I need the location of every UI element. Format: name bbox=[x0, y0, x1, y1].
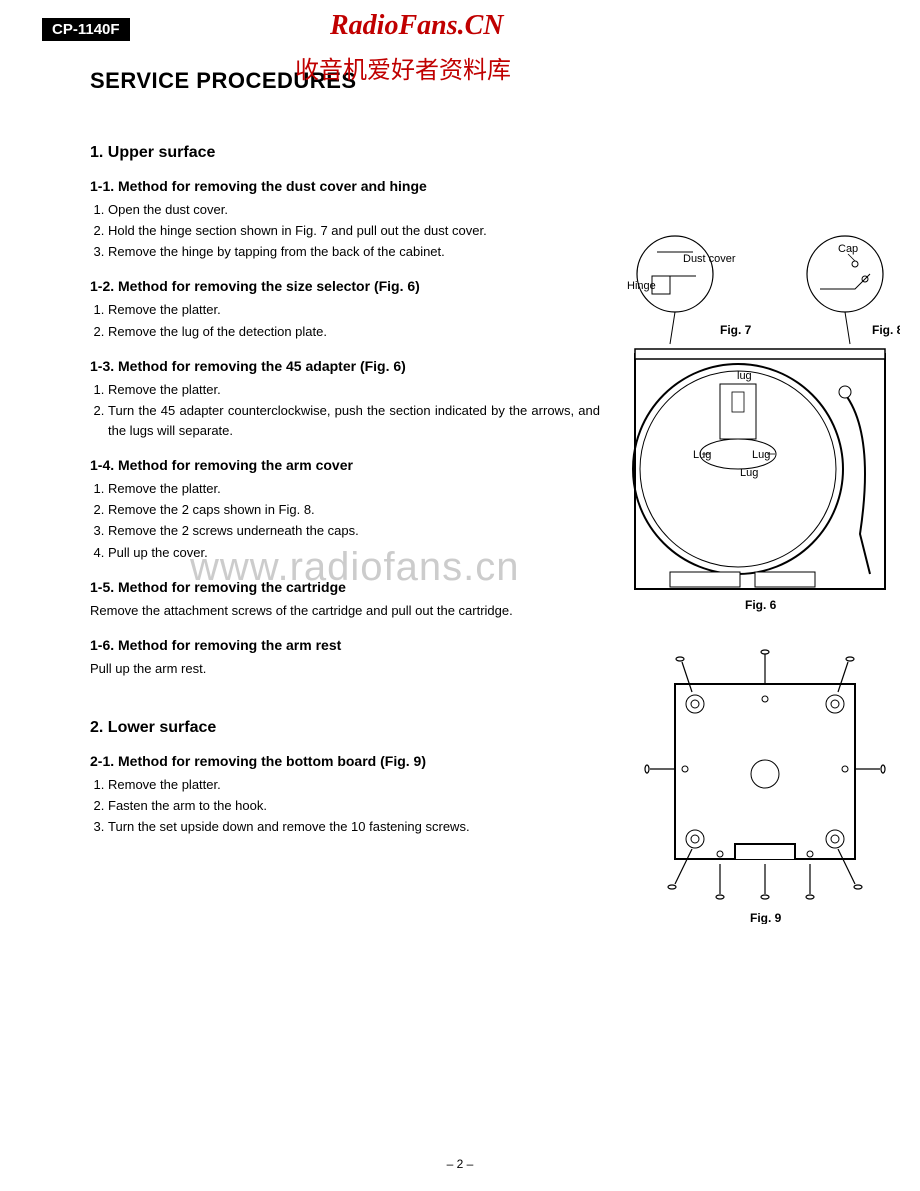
section-1-4-title: 1-4. Method for removing the arm cover bbox=[90, 457, 600, 473]
section-1-2-title: 1-2. Method for removing the size select… bbox=[90, 278, 600, 294]
step: Remove the platter. bbox=[108, 479, 600, 499]
step: Pull up the cover. bbox=[108, 543, 600, 563]
lug-label-l: Lug bbox=[693, 449, 711, 461]
step: Remove the 2 caps shown in Fig. 8. bbox=[108, 500, 600, 520]
step: Remove the hinge by tapping from the bac… bbox=[108, 242, 600, 262]
section-2-1-title: 2-1. Method for removing the bottom boar… bbox=[90, 753, 600, 769]
step: Hold the hinge section shown in Fig. 7 a… bbox=[108, 221, 600, 241]
step: Remove the platter. bbox=[108, 300, 600, 320]
page-number: – 2 – bbox=[0, 1157, 920, 1171]
section-2-title: 2. Lower surface bbox=[90, 719, 600, 737]
watermark-site: RadioFans.CN bbox=[330, 10, 504, 42]
fig7-label: Fig. 7 bbox=[720, 323, 752, 337]
section-1-1-steps: Open the dust cover. Hold the hinge sect… bbox=[90, 200, 600, 262]
fig8-label: Fig. 8 bbox=[872, 323, 900, 337]
lug-label-r: Lug bbox=[752, 449, 770, 461]
figure-9: Fig. 9 bbox=[620, 644, 900, 924]
section-1-title: 1. Upper surface bbox=[90, 144, 600, 162]
step: Turn the 45 adapter counterclockwise, pu… bbox=[108, 401, 600, 441]
cap-label: Cap bbox=[838, 243, 858, 255]
section-1-6-body: Pull up the arm rest. bbox=[90, 659, 600, 679]
section-1-3-steps: Remove the platter. Turn the 45 adapter … bbox=[90, 380, 600, 441]
lug-label-top: lug bbox=[737, 370, 752, 382]
section-1-3-title: 1-3. Method for removing the 45 adapter … bbox=[90, 358, 600, 374]
fig9-label: Fig. 9 bbox=[750, 911, 782, 924]
section-1-4-steps: Remove the platter. Remove the 2 caps sh… bbox=[90, 479, 600, 563]
step: Open the dust cover. bbox=[108, 200, 600, 220]
step: Remove the lug of the detection plate. bbox=[108, 322, 600, 342]
content-columns: 1. Upper surface 1-1. Method for removin… bbox=[60, 124, 860, 924]
step: Fasten the arm to the hook. bbox=[108, 796, 600, 816]
section-2-1-steps: Remove the platter. Fasten the arm to th… bbox=[90, 775, 600, 837]
model-badge: CP-1140F bbox=[42, 18, 130, 41]
dust-cover-label: Dust cover bbox=[683, 253, 736, 265]
watermark-chinese: 收音机爱好者资料库 bbox=[295, 50, 511, 85]
left-column: 1. Upper surface 1-1. Method for removin… bbox=[60, 124, 600, 924]
section-1-5-title: 1-5. Method for removing the cartridge bbox=[90, 579, 600, 595]
page: CP-1140F RadioFans.CN 收音机爱好者资料库 SERVICE … bbox=[0, 0, 920, 1191]
step: Turn the set upside down and remove the … bbox=[108, 817, 600, 837]
right-column: Dust cover Hinge Fig. 7 Cap Fig. 8 bbox=[620, 124, 900, 924]
step: Remove the platter. bbox=[108, 775, 600, 795]
step: Remove the 2 screws underneath the caps. bbox=[108, 521, 600, 541]
lug-label-b: Lug bbox=[740, 467, 758, 479]
figure-7-8-6: Dust cover Hinge Fig. 7 Cap Fig. 8 bbox=[620, 234, 900, 614]
section-1-6-title: 1-6. Method for removing the arm rest bbox=[90, 637, 600, 653]
section-1-2-steps: Remove the platter. Remove the lug of th… bbox=[90, 300, 600, 341]
hinge-label: Hinge bbox=[627, 280, 656, 292]
fig6-label: Fig. 6 bbox=[745, 598, 777, 612]
section-1-5-body: Remove the attachment screws of the cart… bbox=[90, 601, 600, 621]
step: Remove the platter. bbox=[108, 380, 600, 400]
section-1-1-title: 1-1. Method for removing the dust cover … bbox=[90, 178, 600, 194]
